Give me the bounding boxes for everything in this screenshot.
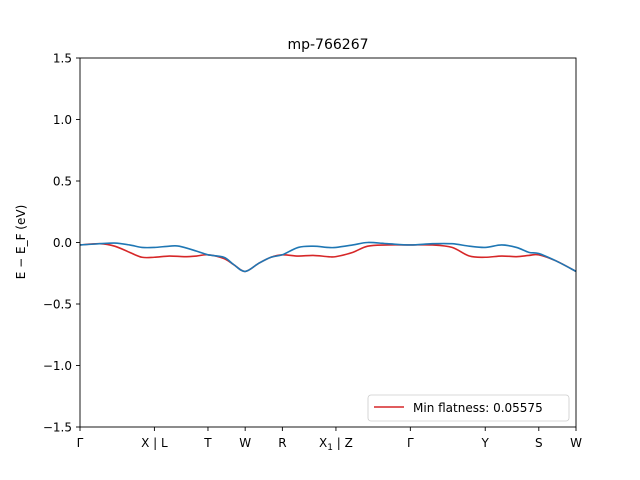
- x-tick-label: S: [535, 436, 543, 450]
- legend: Min flatness: 0.05575: [367, 394, 570, 422]
- x-tick-label: X | L: [141, 436, 168, 450]
- x-tick-label: R: [278, 436, 286, 450]
- y-tick-label: −1.5: [43, 421, 72, 435]
- x-tick-label: Γ: [77, 436, 84, 450]
- y-tick-label: 0.5: [53, 175, 72, 189]
- band-line-blue: [79, 241, 577, 273]
- axes: 1.5 1.0 0.5 0.0 −0.5 −1.0 −1.5 Γ X | L T W R X1 | Z Γ…: [43, 52, 582, 454]
- y-tick-label: −1.0: [43, 359, 72, 373]
- y-tick-label: −0.5: [43, 298, 72, 312]
- x-tick-label: W: [570, 436, 582, 450]
- y-tick-label: 0.0: [53, 236, 72, 250]
- plot-frame: [79, 57, 577, 428]
- x-tick-label: Y: [481, 436, 490, 450]
- y-axis-label: E − E_F (eV): [14, 205, 28, 280]
- legend-label: Min flatness: 0.05575: [413, 401, 543, 415]
- x-tick-label: Γ: [407, 436, 414, 450]
- legend-box: [367, 394, 570, 422]
- band-line-red: [79, 242, 577, 273]
- y-tick-label: 1.0: [53, 113, 72, 127]
- plot-area: [79, 241, 577, 273]
- x-tick-label: W: [239, 436, 251, 450]
- y-tick-label: 1.5: [53, 52, 72, 66]
- x-tick-label: X1 | Z: [319, 436, 353, 453]
- x-tick-label: T: [203, 436, 212, 450]
- chart-title: mp-766267: [287, 37, 368, 53]
